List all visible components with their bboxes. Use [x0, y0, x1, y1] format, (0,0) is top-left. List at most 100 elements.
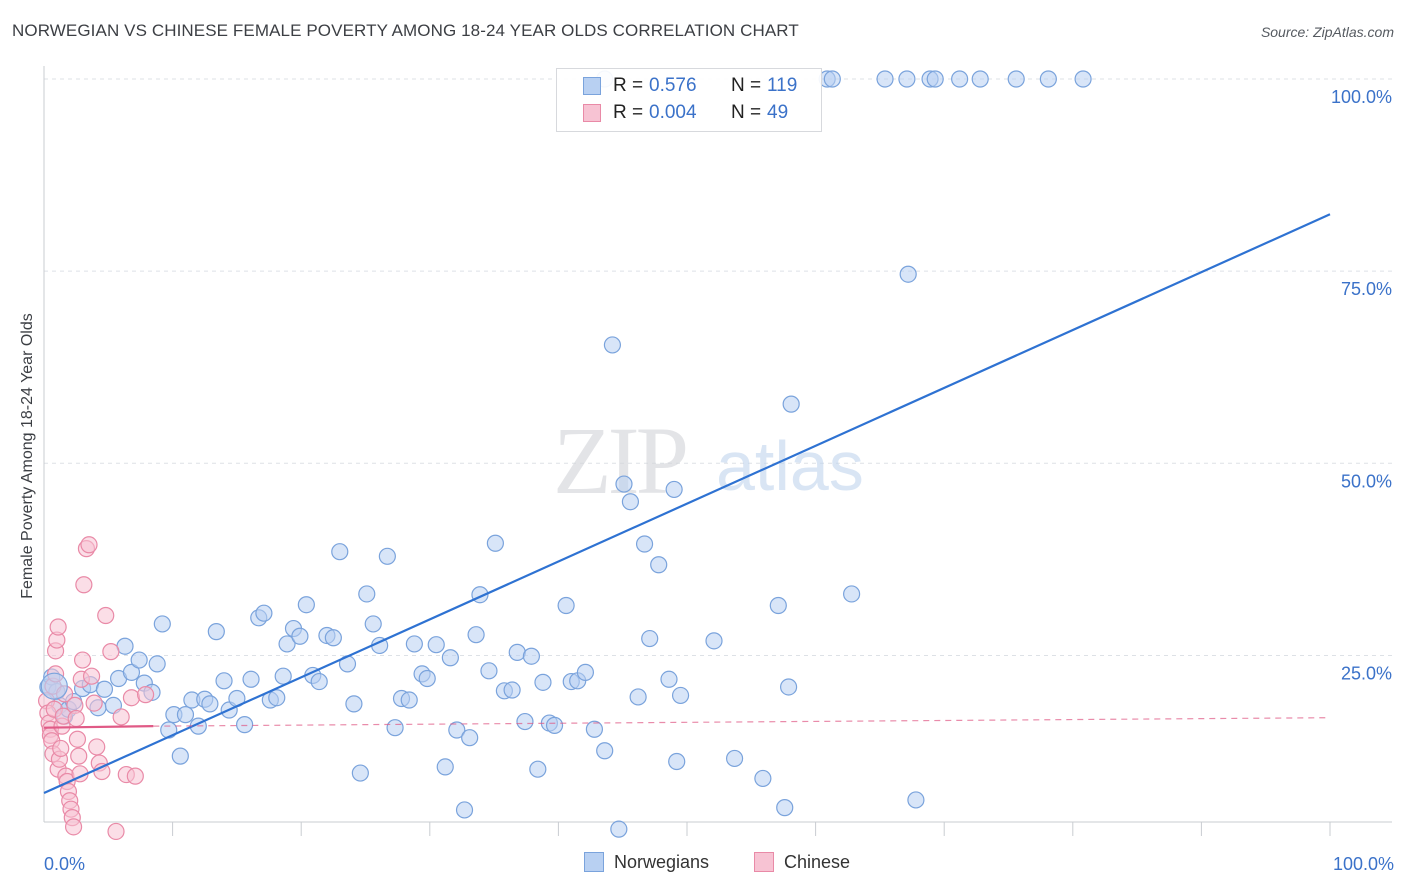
legend-item-chinese[interactable]: Chinese: [754, 852, 850, 873]
norwegians-point: [171, 747, 189, 765]
norwegians-point: [242, 670, 260, 688]
chinese-point: [68, 730, 87, 748]
y-tick-label: 100.0%: [1331, 87, 1392, 107]
norwegians-point: [843, 585, 861, 603]
n-value-norwegians: 119: [767, 75, 798, 96]
norwegians-point: [671, 686, 690, 705]
r-value-norwegians: 0.576: [649, 75, 697, 96]
norwegians-point: [291, 627, 309, 645]
watermark-atlas: atlas: [716, 427, 864, 505]
norwegians-point: [268, 689, 286, 707]
norwegians-point: [951, 70, 969, 88]
watermark: ZIP atlas: [553, 407, 864, 514]
chinese-point: [52, 739, 70, 758]
norwegians-point: [324, 629, 342, 647]
norwegians-point: [907, 791, 925, 809]
chart-title: NORWEGIAN VS CHINESE FEMALE POVERTY AMON…: [12, 21, 799, 40]
norwegians-point: [971, 70, 989, 88]
norwegians-point: [122, 663, 141, 681]
norwegians-point: [176, 706, 195, 724]
norwegians-point: [448, 721, 466, 739]
chinese-trend-line-dashed: [153, 717, 1331, 727]
source-credit: Source: ZipAtlas.com: [1260, 24, 1394, 40]
norwegians-point: [153, 615, 171, 633]
norwegians-point: [650, 556, 668, 574]
norwegians-point: [418, 669, 436, 688]
norwegians-point: [782, 395, 800, 413]
chinese-trend-line-solid: [43, 725, 154, 729]
grid-lines: [44, 78, 1392, 656]
y-tick-label: 75.0%: [1341, 279, 1392, 299]
chinese-point: [102, 643, 120, 661]
norwegians-point: [926, 70, 944, 88]
norwegians-point: [386, 719, 404, 737]
chinese-point: [64, 818, 83, 836]
legend-row-norwegians: R = 0.576 N = 119: [557, 73, 821, 99]
norwegians-point: [621, 493, 640, 511]
trend-lines: [43, 213, 1331, 795]
y-axis-label: Female Poverty Among 18-24 Year Olds: [19, 313, 36, 599]
norwegians-point: [641, 629, 659, 648]
norwegians-legend-label: Norwegians: [614, 852, 710, 872]
norwegians-point: [705, 632, 723, 650]
norwegians-point: [876, 70, 894, 88]
chinese-legend-label: Chinese: [784, 852, 851, 872]
norwegians-point: [596, 742, 614, 760]
norwegians-point: [40, 672, 68, 700]
norwegians-point: [899, 265, 917, 283]
norwegians-point: [557, 596, 575, 615]
norwegians-point: [754, 769, 772, 788]
norwegians-point: [615, 475, 633, 493]
norwegians-point: [823, 70, 841, 88]
chinese-point: [112, 708, 130, 726]
norwegians-point: [898, 70, 916, 88]
norwegians-point: [95, 680, 114, 698]
chinese-point: [136, 686, 155, 704]
norwegians-point: [665, 480, 683, 499]
norwegians-point: [1007, 70, 1025, 88]
norwegians-point: [508, 643, 526, 661]
norwegians-point: [441, 649, 459, 667]
chinese-point: [126, 767, 144, 785]
norwegians-point: [545, 716, 564, 734]
norwegians-point: [534, 673, 552, 691]
norwegians-point: [629, 688, 647, 706]
norwegians-point: [1074, 70, 1092, 88]
y-tick-label: 25.0%: [1341, 663, 1392, 683]
x-tick-label: 0.0%: [44, 854, 85, 874]
chinese-point: [122, 689, 141, 707]
norwegians-point: [529, 760, 547, 778]
norwegians-point: [215, 672, 233, 690]
norwegians-point: [331, 543, 349, 561]
norwegians-point: [255, 604, 273, 622]
y-tick-label: 50.0%: [1341, 471, 1392, 491]
norwegians-point: [130, 651, 148, 669]
n-value-chinese: 49: [767, 102, 789, 123]
chinese-point: [67, 709, 85, 728]
norwegians-point: [160, 721, 178, 739]
norwegians-point: [503, 681, 521, 699]
legend-item-norwegians[interactable]: Norwegians: [584, 852, 709, 873]
norwegians-point: [400, 691, 418, 709]
norwegians-legend-swatch: [584, 852, 604, 872]
norwegians-point: [405, 635, 423, 653]
chinese-point: [73, 651, 92, 669]
norwegians-point: [603, 336, 622, 354]
norwegians-point: [351, 764, 369, 782]
norwegians-point: [585, 720, 604, 738]
chinese-point: [97, 606, 115, 625]
norwegians-point: [610, 820, 628, 838]
norwegians-point: [480, 662, 498, 680]
norwegians-point: [1039, 70, 1057, 88]
chinese-point: [70, 747, 88, 765]
series-legend: Norwegians Chinese: [0, 852, 1406, 878]
chinese-point: [80, 536, 98, 554]
n-label: N =: [731, 75, 762, 96]
chinese-point: [75, 576, 93, 594]
norwegians-point: [725, 749, 744, 768]
norwegians-point: [522, 647, 540, 665]
norwegians-point: [358, 585, 376, 603]
norwegians-point: [436, 758, 454, 776]
norwegians-point: [201, 695, 219, 713]
